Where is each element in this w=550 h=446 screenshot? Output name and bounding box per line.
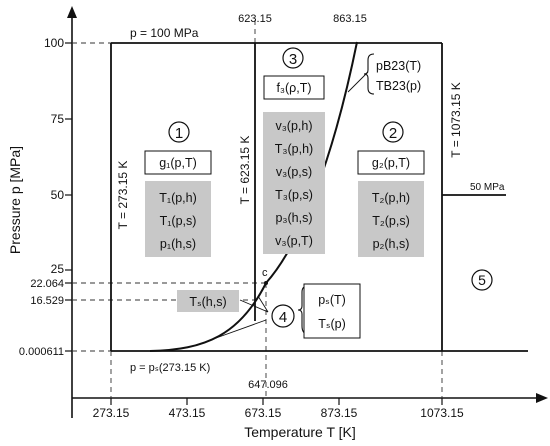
b23-leader: [347, 71, 369, 93]
region-2-basic-equation: g₂(p,T): [372, 156, 410, 170]
t1073-boundary-label: T = 1073.15 K: [449, 82, 463, 158]
region-3-backward-1: T₃(p,h): [275, 142, 313, 156]
region-3-number: 3: [289, 51, 297, 68]
t623-boundary-label: T = 623.15 K: [238, 136, 252, 205]
region-1-backward-1: T₁(p,s): [160, 214, 197, 228]
critical-point-label: c: [262, 267, 268, 279]
y-axis-title: Pressure p [MPa]: [7, 146, 23, 254]
t623-top-label: 623.15: [238, 13, 272, 25]
region-4-equation-0: pₛ(T): [318, 293, 346, 307]
region-5-number: 5: [478, 272, 486, 288]
x-tick-273: 273.15: [93, 406, 130, 420]
x-axis-title: Temperature T [K]: [244, 424, 356, 440]
region-5: 5: [471, 269, 493, 291]
y-axis: [67, 6, 77, 418]
region-3-backward-5: v₃(p,T): [275, 234, 313, 248]
x-tick-marks: [110, 398, 443, 405]
y-tick-50: 50: [51, 188, 65, 202]
region-3-backward-0: v₃(p,h): [275, 119, 312, 133]
x-tick-473: 473.15: [169, 406, 206, 420]
region-1-basic-equation: g₁(p,T): [159, 156, 197, 170]
region-1-backward-2: p₁(h,s): [160, 237, 196, 251]
y-tick-25: 25: [51, 262, 65, 276]
b23-equations: pB23(T) TB23(p): [363, 53, 421, 95]
y-tick-22064: 22.064: [30, 278, 64, 290]
region-2-backward-2: p₂(h,s): [373, 237, 410, 251]
region-3-backward-2: v₃(p,s): [276, 165, 312, 179]
x-tick-1073: 1073.15: [420, 406, 464, 420]
region-boundaries: [110, 42, 528, 352]
b23-equation-1: TB23(p): [376, 79, 421, 93]
saturation-curve: [149, 282, 267, 352]
y-tick-labels: 100 75 50 25 22.064 16.529 0.000611: [19, 36, 64, 358]
region-4-backward: Tₛ(h,s): [189, 295, 226, 309]
region-2-number: 2: [389, 125, 397, 142]
region-4-equation-1: Tₛ(p): [318, 317, 346, 331]
x-axis: [72, 393, 548, 403]
region-3: 3 f₃(ρ,T) v₃(p,h) T₃(p,h) v₃(p,s) T₃(p,s…: [263, 47, 325, 254]
y-tick-75: 75: [51, 112, 65, 126]
critical-point-marker: [264, 281, 268, 285]
p50-boundary-label: 50 MPa: [470, 182, 505, 193]
region-1: 1 g₁(p,T) T₁(p,h) T₁(p,s) p₁(h,s): [144, 121, 212, 257]
region-1-number: 1: [175, 125, 183, 142]
t-crit-label: 647.096: [248, 379, 288, 391]
region-3-backward-4: p₃(h,s): [275, 211, 312, 225]
region-4-number: 4: [279, 309, 287, 326]
y-tick-0000611: 0.000611: [19, 346, 64, 358]
t273-boundary-label: T = 273.15 K: [116, 161, 130, 230]
x-tick-labels: 273.15 473.15 673.15 873.15 1073.15: [93, 406, 464, 420]
y-tick-16529: 16.529: [30, 295, 64, 307]
region-2-backward-1: T₂(p,s): [372, 214, 410, 228]
region-2: 2 g₂(p,T) T₂(p,h) T₂(p,s) p₂(h,s): [357, 121, 425, 257]
y-tick-marks: [65, 42, 72, 352]
t863-top-label: 863.15: [333, 13, 367, 25]
x-tick-873: 873.15: [321, 406, 358, 420]
region-3-backward-3: T₃(p,s): [275, 188, 313, 202]
b23-equation-0: pB23(T): [376, 59, 421, 73]
p-max-label: p = 100 MPa: [130, 26, 199, 40]
region-1-backward-0: T₁(p,h): [159, 191, 197, 205]
p-melt-label: p = pₛ(273.15 K): [130, 362, 210, 374]
region4-leaders: [215, 295, 269, 339]
y-tick-100: 100: [44, 36, 64, 50]
region-3-basic-equation: f₃(ρ,T): [276, 81, 311, 95]
region-4: Tₛ(h,s) 4 pₛ(T) Tₛ(p): [177, 283, 361, 339]
region-2-backward-0: T₂(p,h): [372, 191, 410, 205]
x-tick-673: 673.15: [245, 406, 282, 420]
